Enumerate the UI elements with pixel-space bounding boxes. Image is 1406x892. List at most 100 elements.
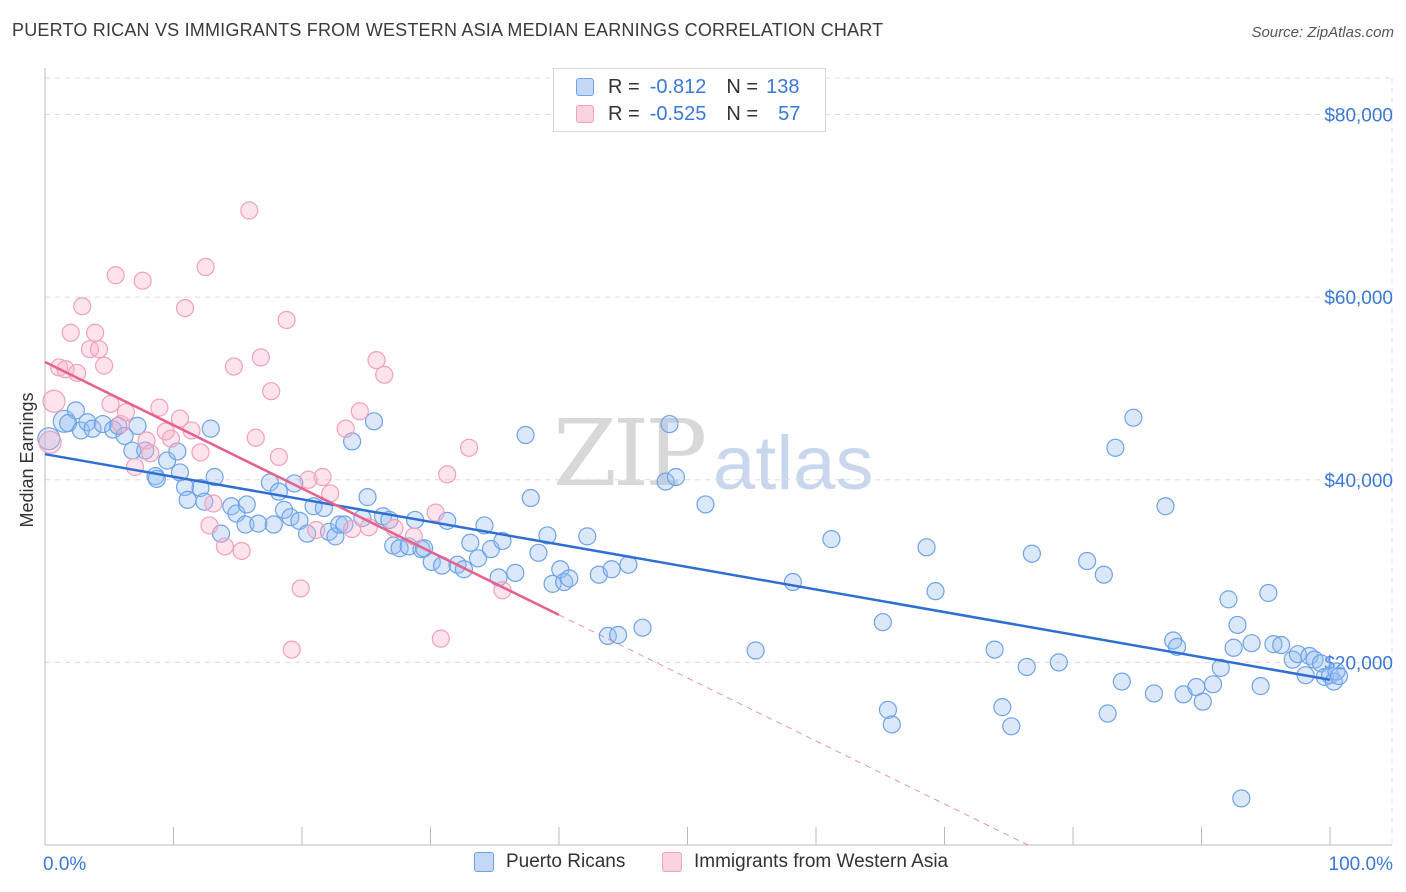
chart-title: PUERTO RICAN VS IMMIGRANTS FROM WESTERN … — [12, 20, 884, 40]
point-western-asia — [200, 516, 219, 535]
point-puerto-rican — [191, 478, 210, 498]
point-western-asia — [125, 457, 145, 477]
point-puerto-rican — [66, 401, 85, 420]
point-puerto-rican — [1224, 638, 1243, 657]
point-western-asia — [116, 403, 136, 422]
point-puerto-rican — [696, 495, 715, 514]
point-puerto-rican — [274, 500, 294, 519]
point-western-asia — [240, 201, 259, 220]
point-western-asia — [86, 323, 105, 342]
x-tick-label-max: 100.0% — [1329, 854, 1394, 875]
point-western-asia — [367, 351, 386, 370]
point-puerto-rican — [822, 530, 841, 549]
point-puerto-rican — [926, 582, 945, 601]
point-puerto-rican — [660, 414, 679, 434]
point-puerto-rican — [882, 715, 901, 734]
point-puerto-rican — [1288, 645, 1307, 664]
point-puerto-rican — [236, 515, 255, 534]
point-puerto-rican — [1156, 497, 1175, 516]
series-legend: Puerto Ricans Immigrants from Western As… — [0, 851, 1406, 879]
point-puerto-rican — [237, 495, 256, 514]
point-western-asia — [141, 444, 160, 463]
trend-line-puerto-ricans — [44, 452, 1331, 681]
point-western-asia — [73, 297, 92, 316]
series-western-asia — [38, 201, 512, 659]
point-puerto-rican — [1203, 675, 1223, 694]
point-puerto-rican — [993, 698, 1012, 717]
point-western-asia — [111, 414, 130, 434]
point-puerto-rican — [298, 524, 317, 543]
point-puerto-rican — [358, 488, 377, 507]
point-puerto-rican — [873, 613, 892, 632]
point-western-asia — [269, 447, 288, 467]
point-puerto-rican — [560, 569, 579, 588]
point-puerto-rican — [1228, 615, 1247, 635]
point-western-asia — [426, 503, 445, 522]
point-puerto-rican — [1329, 666, 1349, 686]
legend-n-label: N = — [726, 75, 759, 98]
point-western-asia — [431, 629, 450, 648]
legend-r-label: R = — [608, 75, 640, 98]
legend-swatch-blue — [474, 852, 494, 872]
point-puerto-rican — [468, 549, 488, 568]
point-puerto-rican — [1124, 408, 1143, 427]
point-puerto-rican — [93, 414, 112, 434]
point-puerto-rican — [128, 416, 147, 435]
point-puerto-rican — [917, 538, 936, 557]
point-western-asia — [38, 430, 62, 454]
y-tick-label: $80,000 — [1324, 106, 1393, 127]
point-puerto-rican — [205, 467, 224, 487]
trend-line-western-asia — [44, 360, 560, 617]
point-puerto-rican — [1049, 653, 1068, 672]
point-puerto-rican — [195, 492, 214, 511]
point-western-asia — [150, 398, 169, 417]
point-puerto-rican — [506, 563, 525, 582]
legend-r-label: R = — [608, 102, 640, 125]
point-puerto-rican — [529, 543, 548, 562]
point-western-asia — [277, 310, 296, 330]
point-western-asia — [232, 541, 251, 561]
point-puerto-rican — [390, 539, 409, 558]
point-puerto-rican — [1251, 677, 1270, 696]
correlation-legend: R = -0.812 N = 138 R = -0.525 N = 57 — [553, 68, 826, 132]
watermark-atlas: atlas — [713, 421, 874, 506]
point-puerto-rican — [249, 514, 268, 533]
point-puerto-rican — [1242, 634, 1261, 653]
legend-item-label: Immigrants from Western Asia — [694, 851, 949, 872]
legend-item-western-asia: Immigrants from Western Asia — [662, 851, 948, 873]
point-puerto-rican — [1259, 583, 1278, 603]
tick-labels: $20,000 $40,000 $60,000 $80,000 0.0% 100.0% — [43, 106, 1393, 875]
point-puerto-rican — [783, 572, 802, 592]
point-puerto-rican — [157, 451, 177, 470]
point-puerto-rican — [1106, 438, 1125, 457]
point-puerto-rican — [1022, 544, 1041, 563]
point-puerto-rican — [1232, 789, 1251, 808]
point-puerto-rican — [1094, 565, 1113, 584]
point-western-asia — [175, 299, 195, 318]
watermark-zip: ZIP — [553, 400, 707, 507]
legend-item-puerto-ricans: Puerto Ricans — [474, 851, 625, 873]
point-puerto-rican — [521, 488, 540, 508]
legend-r-value: -0.525 — [649, 102, 707, 125]
point-puerto-rican — [578, 527, 597, 546]
legend-n-value: 57 — [778, 102, 801, 125]
point-western-asia — [307, 520, 326, 540]
legend-swatch-blue — [576, 78, 594, 96]
point-puerto-rican — [264, 515, 283, 534]
legend-n-label: N = — [726, 102, 759, 125]
point-western-asia — [251, 348, 270, 367]
y-tick-label: $40,000 — [1324, 471, 1393, 492]
point-western-asia — [336, 419, 355, 438]
point-puerto-rican — [1272, 635, 1291, 655]
legend-swatch-pink — [576, 105, 594, 123]
legend-r-value: -0.812 — [649, 75, 707, 98]
legend-row-western-asia: R = -0.525 N = 57 — [576, 101, 800, 127]
point-puerto-rican — [1098, 704, 1117, 723]
point-puerto-rican — [516, 425, 535, 445]
axes — [44, 68, 1392, 846]
point-western-asia — [95, 356, 114, 375]
point-puerto-rican — [1264, 635, 1283, 654]
point-puerto-rican — [538, 526, 557, 545]
legend-item-label: Puerto Ricans — [506, 851, 626, 872]
